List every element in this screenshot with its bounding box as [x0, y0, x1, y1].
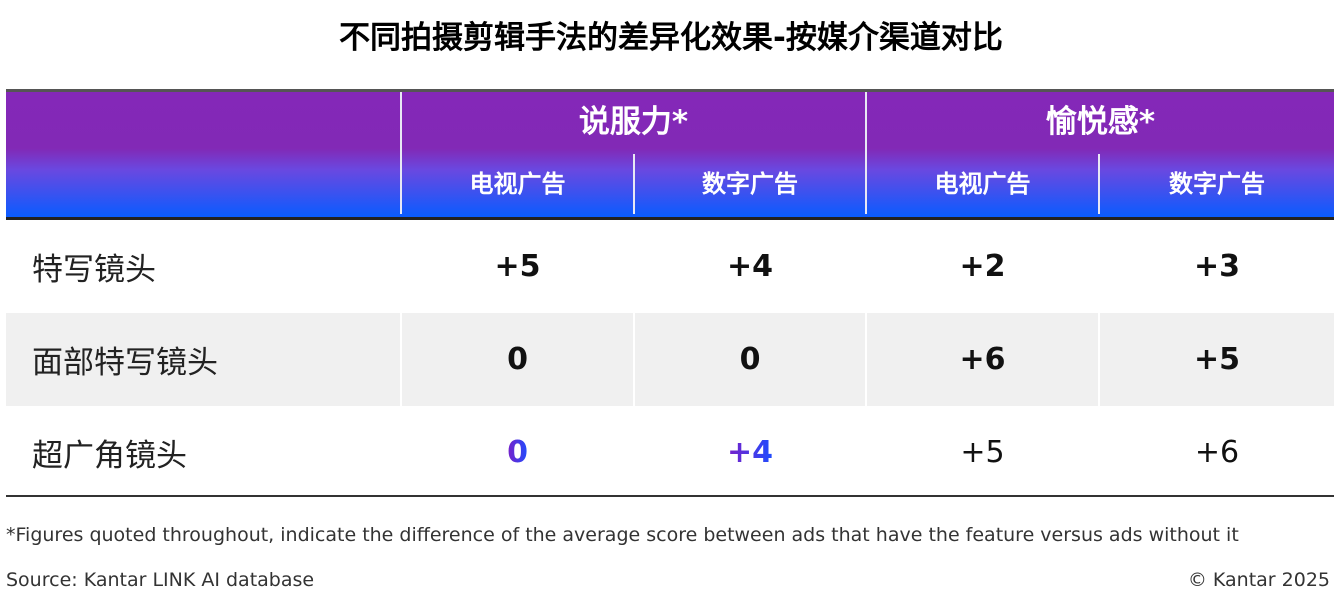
table-cell: +5: [1100, 313, 1334, 406]
table-cell: +5: [960, 435, 1005, 470]
table-row: 超广角镜头 0 +4 +5 +6: [6, 406, 1334, 499]
table-cell: 0: [402, 313, 633, 406]
divider: [400, 92, 402, 214]
table-cell: 0: [635, 313, 865, 406]
table-row: 特写镜头 +5 +4 +2 +3: [6, 220, 1334, 313]
divider: [1098, 154, 1100, 214]
table-cell-highlight: +4: [726, 435, 773, 470]
row-label: 特写镜头: [32, 252, 156, 288]
table-cell: +3: [1193, 249, 1240, 284]
bottom-rule: [6, 495, 1334, 497]
column-header: 数字广告: [1169, 170, 1265, 198]
row-label: 面部特写镜头: [6, 313, 400, 406]
divider: [633, 154, 635, 214]
table-cell: +2: [959, 249, 1006, 284]
footnote: *Figures quoted throughout, indicate the…: [6, 524, 1239, 546]
table-cell: +6: [867, 313, 1098, 406]
comparison-table: 说服力* 愉悦感* 电视广告 数字广告 电视广告 数字广告 特写镜头 +5 +4…: [6, 89, 1334, 499]
divider: [865, 92, 867, 214]
source: Source: Kantar LINK AI database: [6, 569, 315, 591]
column-header: 数字广告: [702, 170, 798, 198]
table-header: 说服力* 愉悦感* 电视广告 数字广告 电视广告 数字广告: [6, 89, 1334, 220]
group-header-persuasion: 说服力*: [578, 104, 689, 140]
row-label: 超广角镜头: [32, 438, 187, 474]
table-cell-highlight: 0: [507, 435, 528, 470]
group-header-enjoyment: 愉悦感*: [1045, 104, 1156, 140]
table-row: 面部特写镜头 0 0 +6 +5: [6, 313, 1334, 406]
table-cell: +5: [494, 249, 541, 284]
chart-title: 不同拍摄剪辑手法的差异化效果-按媒介渠道对比: [339, 20, 1003, 56]
column-header: 电视广告: [934, 170, 1031, 198]
column-header: 电视广告: [469, 170, 566, 198]
table-cell: +6: [1194, 435, 1240, 470]
table-cell: +4: [726, 249, 773, 284]
copyright: © Kantar 2025: [1187, 569, 1330, 591]
